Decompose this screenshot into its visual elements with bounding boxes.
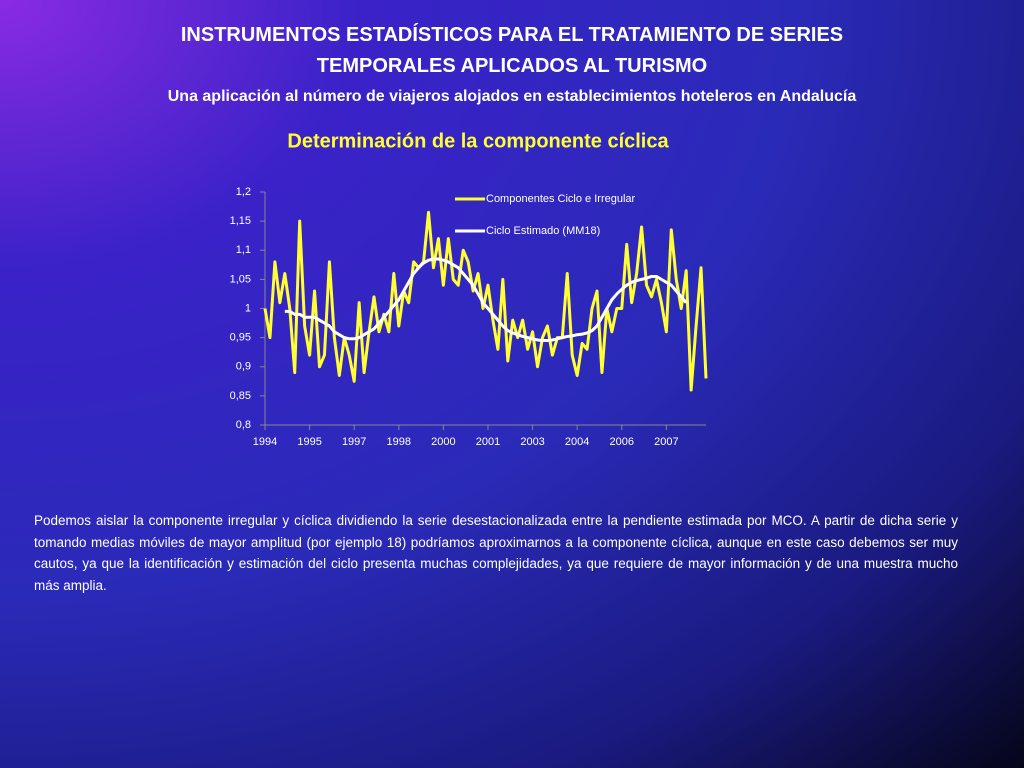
- x-tick-label: 2004: [565, 436, 589, 448]
- title-line: INSTRUMENTOS ESTADÍSTICOS PARA EL TRATAM…: [180, 24, 844, 46]
- y-tick-label: 1: [245, 302, 251, 314]
- x-tick-label: 2007: [654, 436, 678, 448]
- legend-label: Componentes Ciclo e Irregular: [486, 193, 636, 205]
- chart: Determinación de la componente cíclica 0…: [230, 130, 708, 448]
- x-tick-label: 2000: [431, 436, 455, 448]
- x-tick-label: 1995: [297, 436, 321, 448]
- y-tick-label: 0,95: [230, 332, 251, 344]
- legend-label: Ciclo Estimado (MM18): [486, 225, 600, 237]
- y-tick-label: 0,9: [236, 361, 251, 373]
- x-tick-label: 1998: [387, 436, 411, 448]
- chart-title: Determinación de la componente cíclica: [287, 130, 669, 152]
- series-line: [284, 257, 688, 343]
- subtitle: Una aplicación al número de viajeros alo…: [167, 88, 857, 105]
- y-tick-label: 1,2: [236, 186, 251, 198]
- x-tick-label: 1997: [342, 436, 366, 448]
- title-line: TEMPORALES APLICADOS AL TURISMO: [316, 55, 708, 77]
- x-tick-label: 2003: [520, 436, 544, 448]
- y-tick-label: 0,8: [236, 419, 251, 431]
- y-tick-label: 0,85: [230, 390, 251, 402]
- x-tick-label: 2006: [610, 436, 634, 448]
- body-text: Podemos aislar la componente irregular y…: [34, 513, 958, 593]
- y-tick-label: 1,1: [236, 244, 251, 256]
- y-tick-label: 1,05: [230, 273, 251, 285]
- x-tick-label: 1994: [253, 436, 277, 448]
- x-tick-label: 2001: [476, 436, 500, 448]
- y-tick-label: 1,15: [230, 215, 251, 227]
- series-line: [263, 210, 708, 392]
